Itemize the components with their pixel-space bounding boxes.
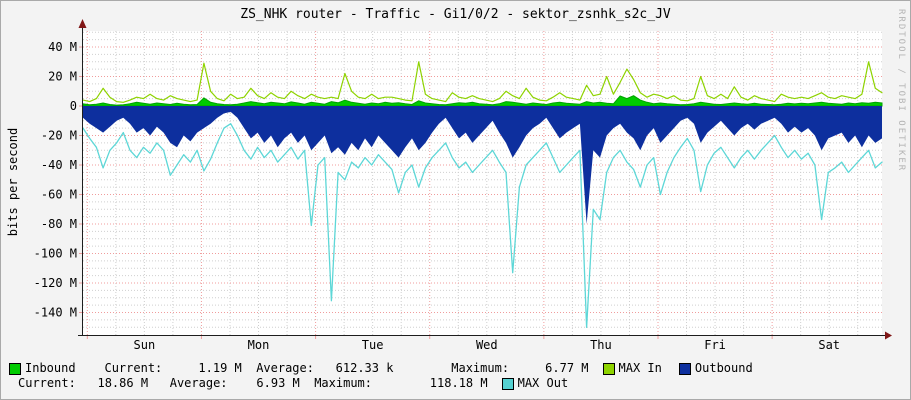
traffic-chart: 40 M 20 M 0 -20 M -40 M -60 M -80 M -100 M -120 … <box>34 19 892 352</box>
x-day-label: Fri <box>704 338 726 352</box>
max-out-label: MAX Out <box>517 376 569 390</box>
x-day-label: Tue <box>362 338 384 352</box>
max-out-swatch <box>501 377 514 390</box>
y-tick-label: -100 M <box>34 247 77 261</box>
x-day-label: Sat <box>818 338 840 352</box>
max-in-swatch <box>602 362 615 375</box>
max-in-label: MAX In <box>618 361 662 375</box>
y-tick-label: 0 <box>70 99 77 113</box>
y-tick-label: -60 M <box>41 188 77 202</box>
y-tick-label: 40 M <box>48 40 77 54</box>
graph-title: ZS_NHK router - Traffic - Gi1/0/2 - sekt… <box>240 7 671 22</box>
y-tick-label: -140 M <box>34 306 77 320</box>
outbound-stats: Current: 18.86 M Average: 6.93 M Maximum… <box>18 376 488 390</box>
x-day-label: Mon <box>248 338 270 352</box>
x-day-label: Sun <box>134 338 156 352</box>
x-day-label: Thu <box>590 338 612 352</box>
y-tick-label: -120 M <box>34 276 77 290</box>
x-day-label: Wed <box>476 338 498 352</box>
legend-row-1: Inbound Current: 1.19 M Average: 612.33 … <box>9 362 753 375</box>
outbound-swatch <box>678 362 691 375</box>
inbound-swatch <box>9 362 21 375</box>
legend-row-2: Current: 18.86 M Average: 6.93 M Maximum… <box>18 377 568 390</box>
y-tick-label: 20 M <box>48 70 77 84</box>
y-tick-label: -80 M <box>41 217 77 231</box>
y-tick-label: -20 M <box>41 129 77 143</box>
rrdtool-watermark: RRDTOOL / TOBI OETIKER <box>896 9 906 173</box>
y-tick-label: -40 M <box>41 158 77 172</box>
inbound-stats: Inbound Current: 1.19 M Average: 612.33 … <box>25 361 589 375</box>
outbound-label: Outbound <box>694 361 753 375</box>
